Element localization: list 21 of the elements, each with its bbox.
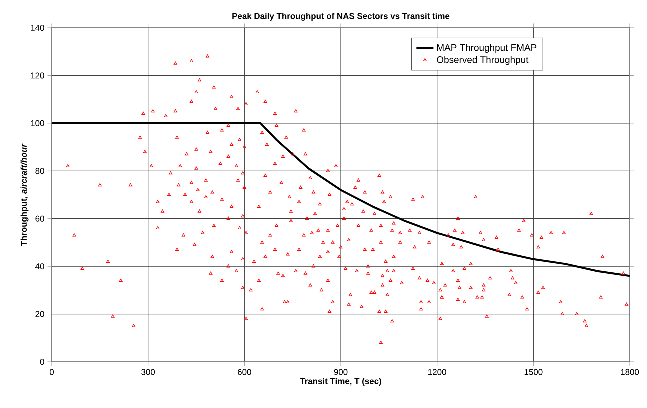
x-tick-label: 1200 (428, 369, 446, 376)
x-tick-label: 600 (238, 369, 252, 376)
y-tick-label: 20 (36, 311, 44, 318)
y-tick-label: 0 (40, 359, 44, 365)
legend-label: Observed Throughput (437, 56, 529, 66)
legend-label: MAP Throughput FMAP (437, 44, 537, 54)
y-tick-label: 140 (31, 25, 44, 31)
y-tick-label: 40 (35, 264, 44, 270)
y-tick-label: 120 (31, 72, 44, 79)
x-tick-label: 300 (142, 369, 156, 376)
y-tick-label: 80 (36, 168, 44, 174)
x-axis-title: Transit Time, T (sec) (300, 378, 382, 386)
y-tick-label: 100 (31, 120, 44, 126)
x-tick-label: 1500 (524, 369, 543, 376)
x-tick-label: 1800 (621, 369, 640, 376)
chart-title: Peak Daily Throughput of NAS Sectors vs Transit time (232, 13, 450, 21)
y-tick-label: 60 (36, 216, 44, 222)
line-series (52, 122, 630, 278)
x-tick-label: 0 (50, 369, 54, 376)
y-axis-title: Throughput, aircraft/hour (20, 144, 29, 246)
x-tick-label: 900 (334, 369, 348, 376)
